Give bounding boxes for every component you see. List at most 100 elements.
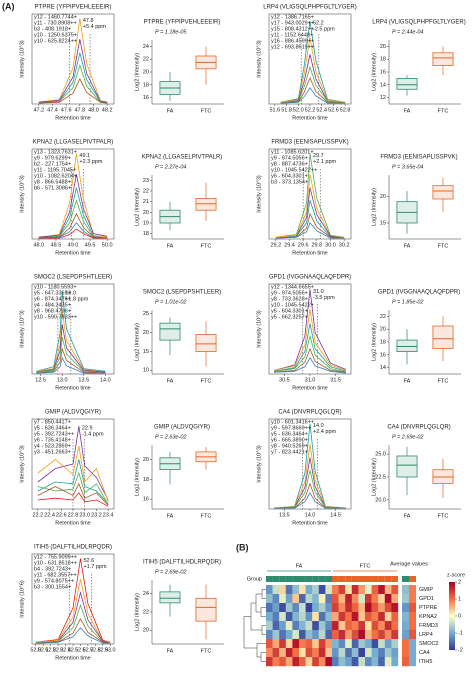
group-cell <box>378 576 385 582</box>
x-tick-label: 52.8 <box>90 647 101 653</box>
heat-cell <box>285 621 293 631</box>
average-cell <box>402 630 409 640</box>
heat-cell <box>285 630 293 640</box>
heat-cell <box>371 594 379 604</box>
heat-cell <box>384 585 392 595</box>
p-value: P = 2.27e-04 <box>155 164 186 170</box>
heat-cell <box>279 621 286 631</box>
heat-cell <box>272 585 280 595</box>
heat-cell <box>312 657 319 667</box>
group-cell <box>345 576 352 582</box>
transition-label: y10 - 601.3416++ <box>271 419 314 425</box>
transition-label: y9 - 597.8669++ <box>271 425 311 431</box>
x-tick-label: 47.2 <box>33 107 44 113</box>
transition-label: b6 - 571.3086+ <box>34 185 71 191</box>
group-cell <box>358 576 365 582</box>
x-tick-label: 52.0 <box>293 107 304 113</box>
heat-cell <box>391 612 399 622</box>
transition-label: y12 - 1344.6655+ <box>271 284 314 290</box>
heat-cell <box>305 594 313 604</box>
group-cell <box>312 576 319 582</box>
transition-label: y5 - 604.3301+ <box>271 308 308 314</box>
average-cell <box>409 657 416 667</box>
series-line <box>275 187 345 239</box>
series-line <box>280 65 346 104</box>
heat-cell <box>338 621 346 631</box>
retention-time: 31.0 <box>313 289 324 295</box>
y-tick-label: 20 <box>143 330 149 336</box>
x-tick-label: FA <box>404 513 411 519</box>
transition-label: b4 - 392.7243+ <box>34 566 71 572</box>
y-tick-label: 20 <box>143 628 149 634</box>
heat-cell <box>338 603 346 613</box>
transition-label: y3 - 451.2663+ <box>34 449 71 455</box>
heat-cell <box>272 648 280 658</box>
heat-cell <box>378 594 385 604</box>
heat-cell <box>345 603 352 613</box>
y-axis-label: Intensity (10^3) <box>19 310 25 348</box>
heat-cell <box>285 594 293 604</box>
p-value: P = 2.69e-02 <box>155 569 186 575</box>
transition-label: y12 - 693.8619++ <box>271 44 314 50</box>
heat-cell <box>371 648 379 658</box>
x-tick-label: 13.5 <box>279 512 290 518</box>
mass-error: +1.7 ppm <box>83 564 107 570</box>
chart-title: ITIH5 (DALFTILHDLRPQDR) <box>143 560 221 566</box>
transition-label: y12 - 1386.7165+ <box>271 14 314 20</box>
heat-cell <box>351 594 359 604</box>
heat-cell <box>391 639 399 649</box>
heat-cell <box>266 621 273 631</box>
dendrogram <box>260 607 266 617</box>
chart-title: SMOC2 (LSEPDPSHTLEER) <box>34 275 112 281</box>
retention-time: 14.0 <box>313 423 324 429</box>
heat-cell <box>292 612 300 622</box>
group-cell <box>272 576 280 582</box>
heat-cell <box>325 594 333 604</box>
heat-cell <box>299 657 306 667</box>
p-value: P = 2.44e-04 <box>392 29 423 35</box>
heat-cell <box>391 621 399 631</box>
average-cell <box>402 657 409 667</box>
heat-cell <box>391 630 399 640</box>
heat-cell <box>351 585 359 595</box>
heat-cell <box>272 603 280 613</box>
y-tick-label: 18 <box>380 339 386 345</box>
heat-cell <box>266 639 273 649</box>
heat-cell <box>345 585 352 595</box>
heat-cell <box>384 657 392 667</box>
y-tick-label: 18 <box>143 477 149 483</box>
heat-cell <box>384 612 392 622</box>
heat-cell <box>332 648 339 658</box>
heat-cell <box>318 585 326 595</box>
x-tick-label: 52.2 <box>305 107 316 113</box>
y-axis-label: Intensity (10^3) <box>19 175 25 213</box>
transition-label: b2 - 227.1754+ <box>34 161 71 167</box>
panel-label: (A) <box>2 1 15 11</box>
group-cell <box>305 576 313 582</box>
x-tick-label: 52.4 <box>60 647 71 653</box>
heat-cell <box>332 657 339 667</box>
heat-cell <box>345 630 352 640</box>
heat-cell <box>279 585 286 595</box>
x-tick-label: 52.9 <box>97 647 108 653</box>
heat-cell <box>305 630 313 640</box>
heat-cell <box>384 639 392 649</box>
y-tick-label: 20.0 <box>375 497 386 503</box>
transition-label: y6 - 604.3301+ <box>271 173 308 179</box>
series-line <box>274 334 346 373</box>
group-label: Group <box>247 576 262 582</box>
average-cell <box>409 630 416 640</box>
heat-cell <box>266 612 273 622</box>
heat-cell <box>378 639 385 649</box>
heat-cell <box>272 594 280 604</box>
x-tick-label: 52.5 <box>68 647 79 653</box>
transition-label: y10 - 1045.5422++ <box>271 167 317 173</box>
chart-title: FRMD3 (EENISAPLISSPVK) <box>271 140 348 146</box>
heat-cell <box>325 612 333 622</box>
series-line <box>38 228 108 239</box>
heat-cell <box>391 603 399 613</box>
y-tick-label: 21 <box>143 199 149 205</box>
x-tick-label: FA <box>167 378 174 384</box>
transition-label: y8 - 887.4736+ <box>271 161 308 167</box>
x-tick-label: 29.4 <box>284 242 295 248</box>
